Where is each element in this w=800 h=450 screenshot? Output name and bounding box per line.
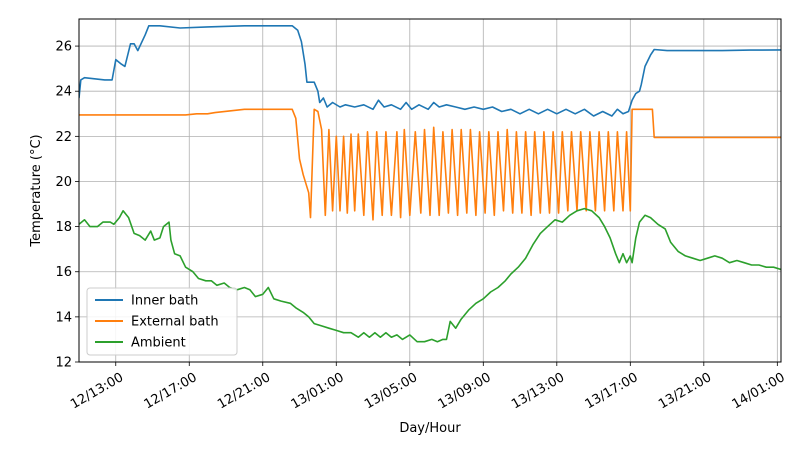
series-line-external-bath (79, 108, 781, 221)
y-tick-label: 20 (55, 175, 72, 190)
y-tick-label: 14 (55, 310, 72, 325)
y-tick-label: 24 (55, 85, 72, 100)
y-tick-label: 18 (55, 220, 72, 235)
x-axis-label: Day/Hour (399, 421, 461, 436)
y-tick-label: 16 (55, 265, 72, 280)
plot-frame (78, 18, 782, 363)
y-tick-label: 22 (55, 130, 72, 145)
legend-entry: Ambient (131, 336, 186, 351)
series-layer (79, 25, 781, 343)
y-axis: 12 14 16 18 20 22 24 26 (55, 40, 79, 371)
y-tick-label: 12 (55, 356, 72, 371)
legend: Inner bath External bath Ambient (86, 287, 238, 356)
series-line-inner-bath (79, 25, 781, 117)
legend-entry: Inner bath (131, 294, 198, 309)
y-axis-label: Temperature (°C) (29, 134, 44, 247)
legend-box (86, 287, 238, 356)
series-line-ambient (79, 207, 781, 343)
y-tick-label: 26 (55, 40, 72, 55)
legend-entry: External bath (131, 315, 219, 330)
